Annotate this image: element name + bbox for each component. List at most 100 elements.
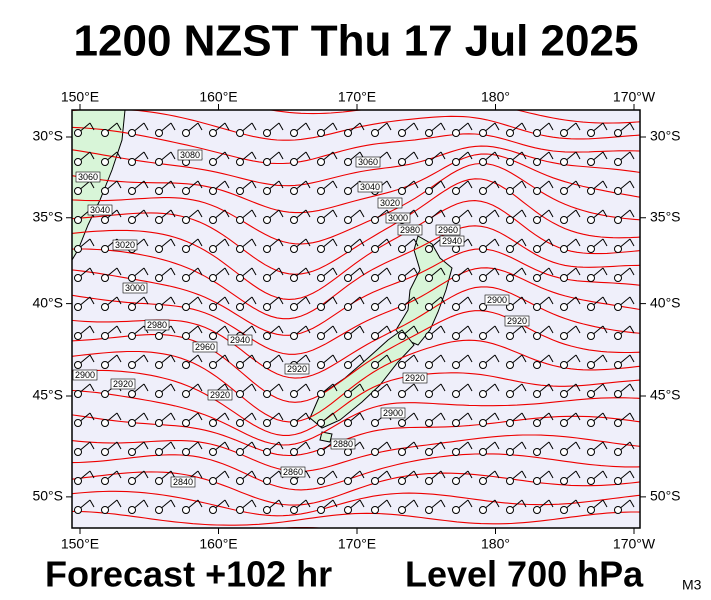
wind-station (236, 245, 244, 253)
wind-station (533, 448, 541, 456)
wind-station (398, 274, 406, 282)
wind-station (506, 187, 514, 195)
wind-barb-flag (89, 296, 95, 305)
wind-barb-flag (116, 151, 122, 160)
wind-station (101, 274, 109, 282)
wind-station (371, 506, 379, 514)
wind-barb-flag (575, 209, 581, 218)
wind-barb-flag (116, 209, 122, 218)
wind-barb-flag (575, 325, 581, 334)
wind-station (74, 129, 82, 137)
wind-station (479, 332, 487, 340)
wind-barb-flag (440, 325, 446, 334)
contour-line (72, 126, 640, 165)
contour-label-box (207, 389, 233, 401)
wind-station (425, 129, 433, 137)
wind-barb-flag (602, 412, 608, 421)
wind-barb-flag (413, 296, 419, 305)
lat-tick-label: 40°S (32, 294, 63, 310)
wind-station (74, 303, 82, 311)
wind-barb-flag (521, 151, 527, 160)
contour-line (72, 145, 640, 187)
wind-station (209, 361, 217, 369)
wind-station (236, 129, 244, 137)
wind-station (74, 506, 82, 514)
wind-barb-flag (386, 238, 392, 247)
wind-station (263, 216, 271, 224)
wind-station (101, 216, 109, 224)
wind-station (479, 245, 487, 253)
wind-station (452, 419, 460, 427)
wind-barb-flag (440, 151, 446, 160)
wind-barb-flag (413, 441, 419, 450)
wind-barb-flag (305, 238, 311, 247)
wind-barb-flag (278, 180, 284, 189)
lat-tick-label: 35°S (32, 208, 63, 224)
wind-station (371, 448, 379, 456)
wind-station (317, 216, 325, 224)
wind-station (371, 245, 379, 253)
wind-barb-flag (386, 180, 392, 189)
wind-barb-flag (170, 412, 176, 421)
wind-station (344, 477, 352, 485)
wind-station (533, 332, 541, 340)
contour-label: 2900 (487, 295, 507, 305)
wind-station (317, 129, 325, 137)
wind-station (101, 477, 109, 485)
wind-barb-flag (359, 499, 365, 508)
wind-barb-flag (359, 470, 365, 479)
wind-station (290, 216, 298, 224)
contour-label: 3040 (90, 205, 110, 215)
wind-barb-flag (602, 296, 608, 305)
wind-station (533, 477, 541, 485)
wind-station (506, 129, 514, 137)
wind-station (506, 332, 514, 340)
wind-barb-flag (89, 470, 95, 479)
wind-station (398, 129, 406, 137)
wind-station (533, 187, 541, 195)
wind-station (263, 274, 271, 282)
wind-station (614, 390, 622, 398)
wind-barb-flag (305, 151, 311, 160)
wind-barb-flag (413, 267, 419, 276)
wind-barb-flag (116, 441, 122, 450)
wind-station (398, 361, 406, 369)
wind-barb-flag (332, 122, 338, 131)
contour-label: 2960 (195, 342, 215, 352)
contour-label-box (87, 204, 113, 216)
wind-barb-flag (629, 383, 635, 392)
wind-station (614, 245, 622, 253)
wind-barb-flag (332, 209, 338, 218)
wind-station (74, 187, 82, 195)
contour-label-box (75, 171, 101, 183)
wind-station (128, 390, 136, 398)
wind-station (587, 477, 595, 485)
wind-station (452, 216, 460, 224)
contour-label-box (435, 224, 461, 236)
contour-label-box (439, 235, 465, 247)
wind-barb-flag (170, 499, 176, 508)
wind-barb-flag (278, 441, 284, 450)
wind-barb-flag (305, 296, 311, 305)
wind-barb-flag (305, 441, 311, 450)
wind-station (371, 303, 379, 311)
contour-label-box (122, 282, 148, 294)
lon-tick-label: 170°E (338, 89, 376, 105)
wind-barb-flag (386, 267, 392, 276)
lon-tick-label: 160°E (199, 89, 237, 105)
wind-barb-flag (629, 499, 635, 508)
wind-barb-flag (89, 267, 95, 276)
wind-barb-flag (386, 122, 392, 131)
lat-tick-label: 30°S (650, 128, 681, 144)
wind-station (344, 158, 352, 166)
wind-station (290, 158, 298, 166)
wind-barb-flag (521, 470, 527, 479)
wind-barb-flag (224, 296, 230, 305)
contour-line (72, 389, 640, 446)
wind-barb-flag (467, 499, 473, 508)
wind-barb-flag (224, 441, 230, 450)
wind-station (506, 419, 514, 427)
contour-label-box (177, 149, 203, 161)
wind-station (101, 245, 109, 253)
